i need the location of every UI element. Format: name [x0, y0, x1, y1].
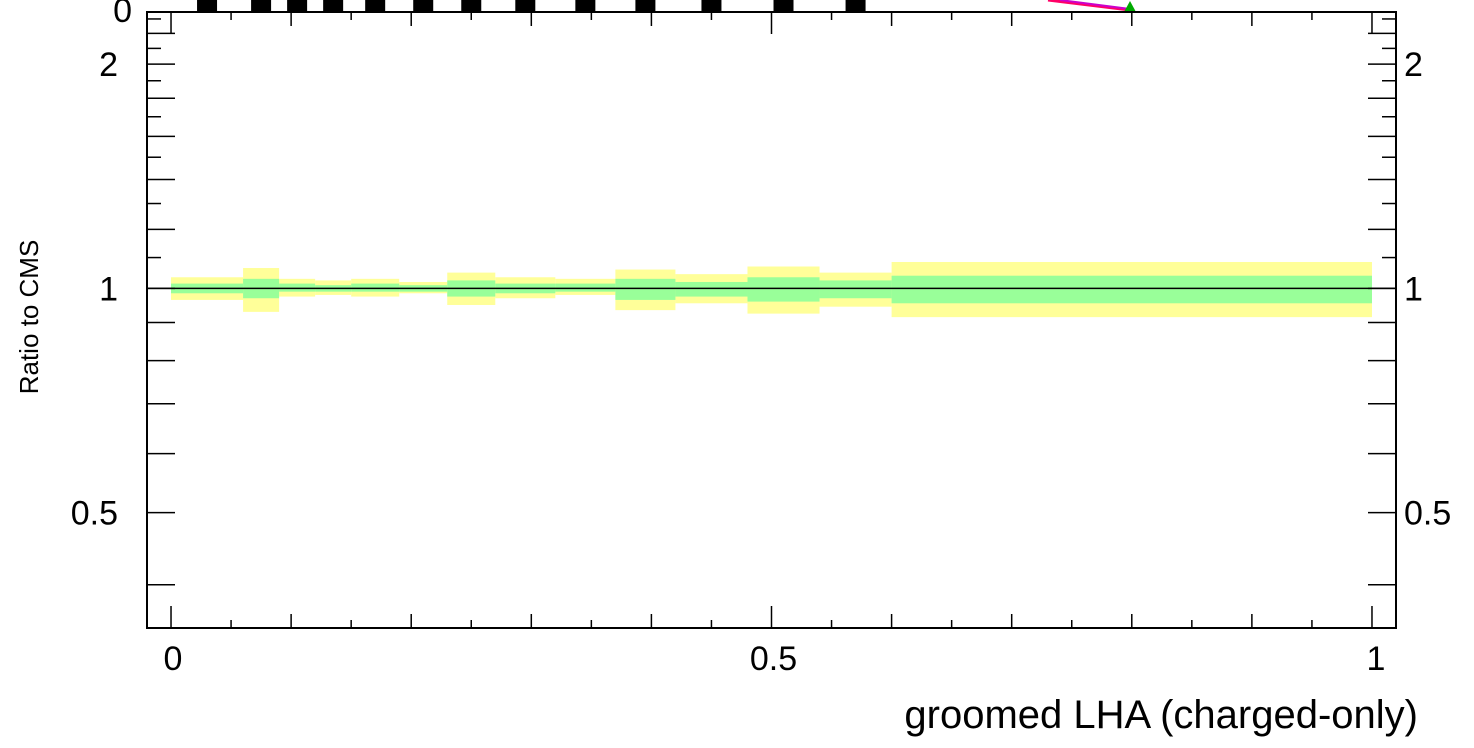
y-axis-tick-labels: 0.5 0.5 1 1 2 2 — [71, 46, 1452, 532]
inner-uncertainty-bin — [819, 280, 892, 299]
inner-uncertainty-bin — [351, 283, 400, 292]
upper-data-marker — [323, 0, 344, 12]
uncertainty-bands — [171, 262, 1372, 318]
inner-uncertainty-bin — [279, 283, 316, 292]
upper-panel-mc-curves — [1047, 0, 1136, 12]
y-tick-label-left: 2 — [99, 46, 118, 84]
y-tick-label-right: 1 — [1404, 270, 1423, 308]
y-tick-label-left: 0.5 — [71, 495, 118, 533]
mc-curve-magenta — [1047, 0, 1131, 12]
upper-panel-remnant: 0 — [113, 0, 1136, 30]
mc-curve-pink — [1059, 0, 1131, 10]
upper-data-marker — [197, 0, 218, 12]
upper-data-marker — [287, 0, 308, 12]
upper-data-marker — [251, 0, 272, 12]
upper-data-marker — [575, 0, 596, 12]
upper-data-marker — [413, 0, 434, 12]
upper-panel-y-tick-label: 0 — [113, 0, 132, 30]
plot-frame — [146, 11, 1397, 629]
inner-uncertainty-bin — [675, 281, 748, 297]
inner-uncertainty-bin — [555, 283, 616, 292]
upper-data-marker — [845, 0, 866, 12]
y-tick-label-right: 2 — [1404, 46, 1423, 84]
x-tick-label: 0.5 — [750, 640, 797, 678]
x-axis-label: groomed LHA (charged-only) — [904, 693, 1418, 737]
upper-panel-data-markers — [197, 0, 866, 12]
upper-data-marker — [461, 0, 482, 12]
inner-uncertainty-bin — [747, 277, 820, 302]
y-axis-label: Ratio to CMS — [14, 240, 44, 395]
inner-uncertainty-band — [171, 275, 1372, 304]
upper-data-marker — [365, 0, 386, 12]
y-axis-ticks — [147, 18, 1396, 586]
upper-data-marker — [635, 0, 656, 12]
inner-uncertainty-bin — [615, 278, 676, 300]
x-axis-tick-labels: 0 0.5 1 — [164, 640, 1386, 678]
upper-data-marker — [773, 0, 794, 12]
mc-triangle-marker — [1124, 1, 1136, 12]
upper-data-marker — [515, 0, 536, 12]
inner-uncertainty-bin — [891, 275, 1372, 304]
x-tick-label: 1 — [1367, 640, 1386, 678]
x-tick-label: 0 — [164, 640, 183, 678]
upper-data-marker — [701, 0, 722, 12]
y-tick-label-left: 1 — [99, 270, 118, 308]
y-tick-label-right: 0.5 — [1404, 495, 1451, 533]
x-axis-ticks — [170, 12, 1373, 628]
